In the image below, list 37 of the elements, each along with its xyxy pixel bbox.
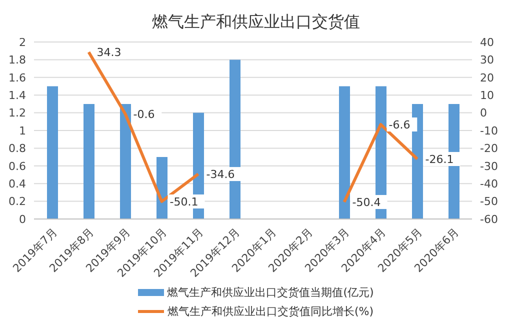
data-label: -0.6 — [133, 108, 155, 121]
y2-tick-label: -40 — [480, 178, 498, 191]
data-label: -26.1 — [425, 152, 454, 166]
bar — [84, 104, 94, 219]
y-tick-label: 1 — [19, 124, 26, 138]
y2-tick-label: 30 — [480, 54, 494, 67]
bar — [47, 86, 58, 219]
y2-tick-label: -50 — [480, 195, 498, 208]
bar — [156, 157, 168, 219]
data-label: 34.3 — [96, 46, 122, 60]
bar — [339, 86, 350, 219]
data-label: -50.1 — [170, 195, 198, 208]
legend-label: 燃气生产和供应业出口交货值同比增长(%) — [167, 304, 374, 319]
data-label: -34.6 — [206, 168, 235, 182]
y2-tick-label: -20 — [480, 142, 498, 156]
y-tick-label: 1.4 — [8, 89, 26, 102]
y-tick-label: 0.6 — [8, 160, 26, 173]
y-tick-label: 1.8 — [8, 54, 26, 67]
chart-title: 燃气生产和供应业出口交货值 — [152, 12, 360, 31]
legend-label: 燃气生产和供应业出口交货值当期值(亿元) — [167, 285, 374, 300]
y2-tick-label: -60 — [480, 212, 498, 226]
bar — [120, 104, 131, 219]
y2-tick-label: 10 — [480, 89, 494, 102]
y-tick-label: 1.6 — [8, 71, 26, 84]
y-tick-label: 2 — [19, 36, 26, 49]
data-label: -50.4 — [352, 196, 381, 210]
y2-tick-label: -30 — [480, 160, 498, 173]
y2-tick-label: 0 — [480, 106, 487, 120]
data-label: -6.6 — [388, 118, 410, 132]
y-tick-label: 0 — [19, 212, 26, 226]
y2-tick-label: -10 — [480, 124, 498, 138]
y-tick-label: 0.4 — [8, 178, 26, 191]
y-tick-label: 0.2 — [8, 195, 26, 208]
y-tick-label: 0.8 — [8, 142, 26, 156]
y-tick-label: 1.2 — [8, 106, 26, 120]
y2-tick-label: 20 — [480, 71, 494, 84]
y2-tick-label: 40 — [480, 36, 494, 49]
